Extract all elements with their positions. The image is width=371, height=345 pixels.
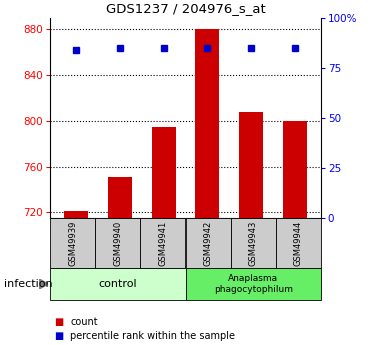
Text: percentile rank within the sample: percentile rank within the sample (70, 331, 236, 341)
Polygon shape (39, 279, 48, 289)
Text: GSM49943: GSM49943 (249, 220, 258, 266)
Title: GDS1237 / 204976_s_at: GDS1237 / 204976_s_at (106, 2, 265, 16)
Text: ■: ■ (54, 317, 63, 327)
Text: ■: ■ (54, 331, 63, 341)
Bar (152, 127, 176, 218)
Text: GSM49940: GSM49940 (113, 220, 122, 266)
Bar (64, 211, 88, 218)
Text: infection: infection (4, 279, 52, 289)
Text: Anaplasma
phagocytophilum: Anaplasma phagocytophilum (214, 274, 293, 294)
Bar (239, 112, 263, 218)
Text: GSM49942: GSM49942 (204, 220, 213, 266)
Text: count: count (70, 317, 98, 327)
Text: GSM49941: GSM49941 (158, 220, 167, 266)
Bar (283, 121, 307, 218)
Bar (195, 29, 219, 218)
Text: GSM49939: GSM49939 (68, 220, 77, 266)
Bar (108, 177, 132, 218)
Text: GSM49944: GSM49944 (294, 220, 303, 266)
Text: control: control (98, 279, 137, 289)
